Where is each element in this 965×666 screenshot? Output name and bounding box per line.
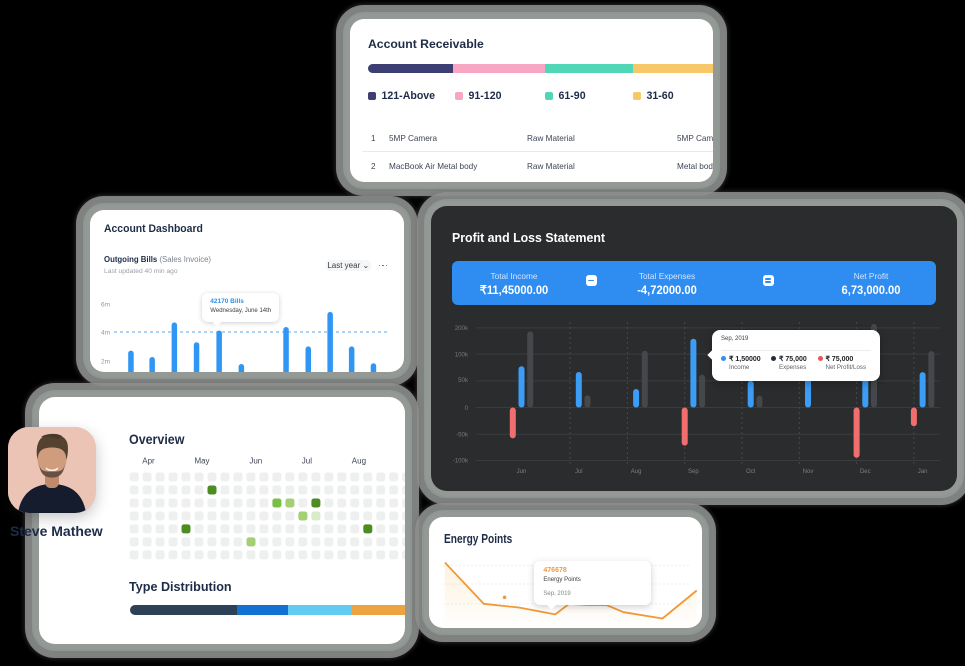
svg-text:Jun: Jun bbox=[517, 469, 527, 475]
svg-text:Apr: Apr bbox=[142, 457, 155, 466]
svg-text:Sep: Sep bbox=[688, 469, 699, 475]
svg-text:4m: 4m bbox=[101, 330, 110, 337]
svg-text:6m: 6m bbox=[101, 302, 110, 309]
svg-text:2m: 2m bbox=[101, 359, 110, 366]
svg-text:-100k: -100k bbox=[453, 458, 469, 465]
svg-text:Jun: Jun bbox=[249, 457, 262, 466]
svg-text:Aug: Aug bbox=[352, 457, 366, 466]
svg-text:Nov: Nov bbox=[803, 469, 814, 475]
svg-text:Jul: Jul bbox=[302, 457, 312, 466]
svg-text:Jul: Jul bbox=[575, 469, 583, 475]
svg-text:0: 0 bbox=[465, 405, 469, 412]
svg-text:200k: 200k bbox=[455, 325, 469, 332]
svg-text:Aug: Aug bbox=[631, 469, 642, 475]
svg-text:100k: 100k bbox=[455, 352, 469, 359]
svg-text:Oct: Oct bbox=[746, 469, 756, 475]
svg-text:Dec: Dec bbox=[860, 469, 871, 475]
svg-text:50k: 50k bbox=[458, 377, 469, 384]
svg-text:-50k: -50k bbox=[456, 432, 469, 439]
svg-text:May: May bbox=[194, 457, 209, 466]
svg-text:Jan: Jan bbox=[918, 469, 928, 475]
